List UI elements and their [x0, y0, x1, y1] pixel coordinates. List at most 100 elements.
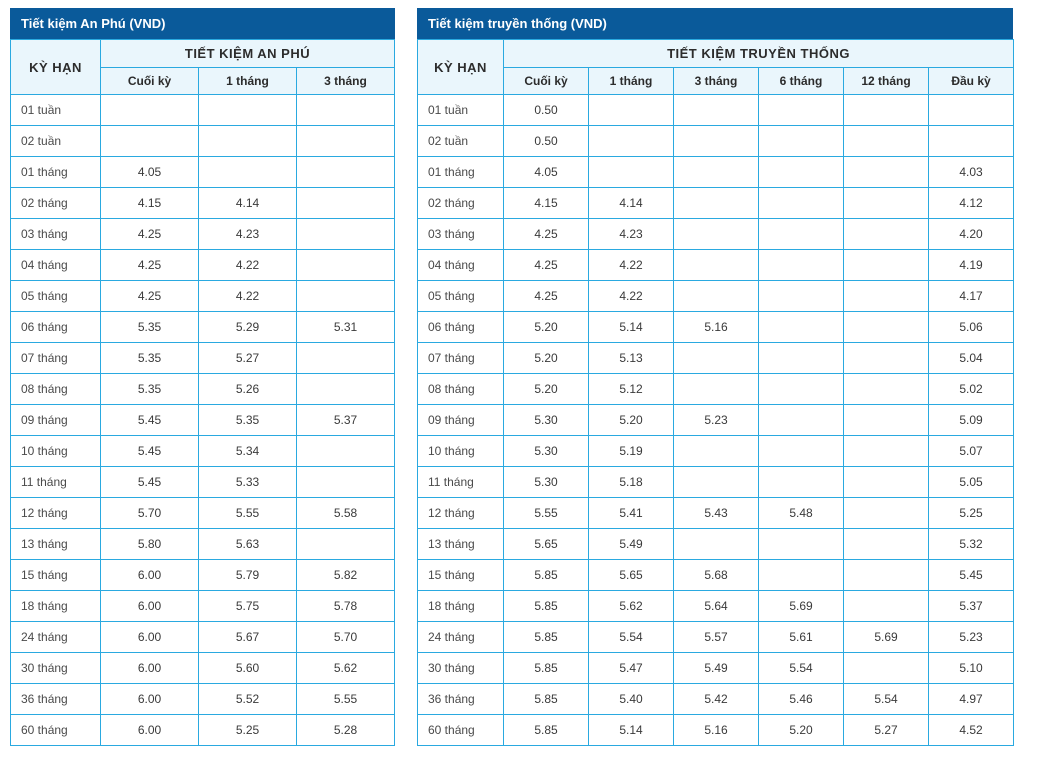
table-row: 60 tháng6.005.255.28 — [11, 715, 395, 746]
term-cell: 18 tháng — [418, 591, 504, 622]
rate-cell: 0.50 — [504, 126, 589, 157]
table-row: 01 tháng4.054.03 — [418, 157, 1014, 188]
term-cell: 08 tháng — [418, 374, 504, 405]
rate-cell: 4.25 — [101, 250, 199, 281]
table-row: 24 tháng6.005.675.70 — [11, 622, 395, 653]
term-cell: 03 tháng — [11, 219, 101, 250]
term-cell: 18 tháng — [11, 591, 101, 622]
table-row: 15 tháng5.855.655.685.45 — [418, 560, 1014, 591]
table-row: 06 tháng5.355.295.31 — [11, 312, 395, 343]
table-row: 30 tháng5.855.475.495.545.10 — [418, 653, 1014, 684]
rate-cell: 4.25 — [504, 250, 589, 281]
rate-cell — [674, 95, 759, 126]
rate-cell — [674, 219, 759, 250]
rate-cell: 5.85 — [504, 560, 589, 591]
rate-cell: 5.46 — [759, 684, 844, 715]
term-cell: 11 tháng — [11, 467, 101, 498]
table-row: 11 tháng5.305.185.05 — [418, 467, 1014, 498]
table-row: 36 tháng5.855.405.425.465.544.97 — [418, 684, 1014, 715]
column-header: 1 tháng — [199, 68, 297, 95]
rate-cell: 0.50 — [504, 95, 589, 126]
rate-cell: 5.30 — [504, 405, 589, 436]
table-row: 18 tháng5.855.625.645.695.37 — [418, 591, 1014, 622]
rate-cell — [297, 343, 395, 374]
rate-cell — [844, 591, 929, 622]
rate-cell: 5.45 — [929, 560, 1014, 591]
rate-cell — [589, 95, 674, 126]
panel-an-phu: Tiết kiệm An Phú (VND) KỲ HẠN TIẾT KIỆM … — [10, 8, 395, 746]
rate-cell: 6.00 — [101, 653, 199, 684]
rate-cell: 5.14 — [589, 312, 674, 343]
rate-cell: 4.25 — [504, 281, 589, 312]
rate-cell — [674, 436, 759, 467]
table-row: 12 tháng5.555.415.435.485.25 — [418, 498, 1014, 529]
column-header: Cuối kỳ — [504, 68, 589, 95]
column-header: 6 tháng — [759, 68, 844, 95]
rate-cell: 4.22 — [199, 281, 297, 312]
term-cell: 02 tuần — [11, 126, 101, 157]
rate-cell — [759, 219, 844, 250]
rate-cell: 5.04 — [929, 343, 1014, 374]
column-header: 3 tháng — [297, 68, 395, 95]
rate-cell: 4.05 — [101, 157, 199, 188]
term-cell: 02 tuần — [418, 126, 504, 157]
rate-cell — [844, 157, 929, 188]
rate-cell: 5.82 — [297, 560, 395, 591]
rate-cell: 5.25 — [199, 715, 297, 746]
rate-cell — [844, 498, 929, 529]
rate-cell: 5.78 — [297, 591, 395, 622]
rate-cell — [674, 281, 759, 312]
rate-cell: 5.30 — [504, 467, 589, 498]
rate-cell: 5.20 — [589, 405, 674, 436]
rate-cell: 5.25 — [929, 498, 1014, 529]
table-row: 36 tháng6.005.525.55 — [11, 684, 395, 715]
term-cell: 15 tháng — [418, 560, 504, 591]
rate-cell — [297, 126, 395, 157]
rate-cell — [297, 436, 395, 467]
rate-cell — [844, 374, 929, 405]
panel-title: Tiết kiệm An Phú (VND) — [10, 8, 395, 39]
rate-cell: 5.80 — [101, 529, 199, 560]
table-row: 02 tuần — [11, 126, 395, 157]
rate-cell: 5.49 — [589, 529, 674, 560]
rate-cell: 5.29 — [199, 312, 297, 343]
rate-cell: 4.52 — [929, 715, 1014, 746]
rate-cell: 5.31 — [297, 312, 395, 343]
table-row: 01 tháng4.05 — [11, 157, 395, 188]
tbody-left: 01 tuần02 tuần01 tháng4.0502 tháng4.154.… — [11, 95, 395, 746]
rate-cell: 5.55 — [297, 684, 395, 715]
rate-cell: 5.14 — [589, 715, 674, 746]
rate-cell: 5.61 — [759, 622, 844, 653]
table-row: 09 tháng5.305.205.235.09 — [418, 405, 1014, 436]
table-row: 06 tháng5.205.145.165.06 — [418, 312, 1014, 343]
rate-cell — [759, 343, 844, 374]
rate-cell — [297, 250, 395, 281]
rate-cell: 5.37 — [929, 591, 1014, 622]
rate-cell: 4.12 — [929, 188, 1014, 219]
rate-cell — [929, 126, 1014, 157]
column-header: Đầu kỳ — [929, 68, 1014, 95]
rate-cell — [759, 405, 844, 436]
rate-cell — [297, 95, 395, 126]
rate-cell: 5.35 — [199, 405, 297, 436]
subheader-row-right: Cuối kỳ1 tháng3 tháng6 tháng12 thángĐầu … — [418, 68, 1014, 95]
rate-cell — [844, 250, 929, 281]
term-cell: 05 tháng — [418, 281, 504, 312]
term-cell: 02 tháng — [418, 188, 504, 219]
rate-cell: 5.10 — [929, 653, 1014, 684]
table-row: 13 tháng5.805.63 — [11, 529, 395, 560]
rate-cell: 5.85 — [504, 622, 589, 653]
rate-cell: 5.54 — [844, 684, 929, 715]
rate-cell: 4.22 — [199, 250, 297, 281]
rate-cell: 5.55 — [199, 498, 297, 529]
rate-cell: 5.55 — [504, 498, 589, 529]
term-cell: 01 tuần — [11, 95, 101, 126]
group-header: TIẾT KIỆM TRUYỀN THỐNG — [504, 40, 1014, 68]
rate-cell: 5.34 — [199, 436, 297, 467]
rate-cell: 5.70 — [101, 498, 199, 529]
rate-cell: 5.48 — [759, 498, 844, 529]
rate-cell: 5.65 — [589, 560, 674, 591]
rate-cell — [297, 281, 395, 312]
rate-cell: 5.12 — [589, 374, 674, 405]
rate-cell: 5.60 — [199, 653, 297, 684]
